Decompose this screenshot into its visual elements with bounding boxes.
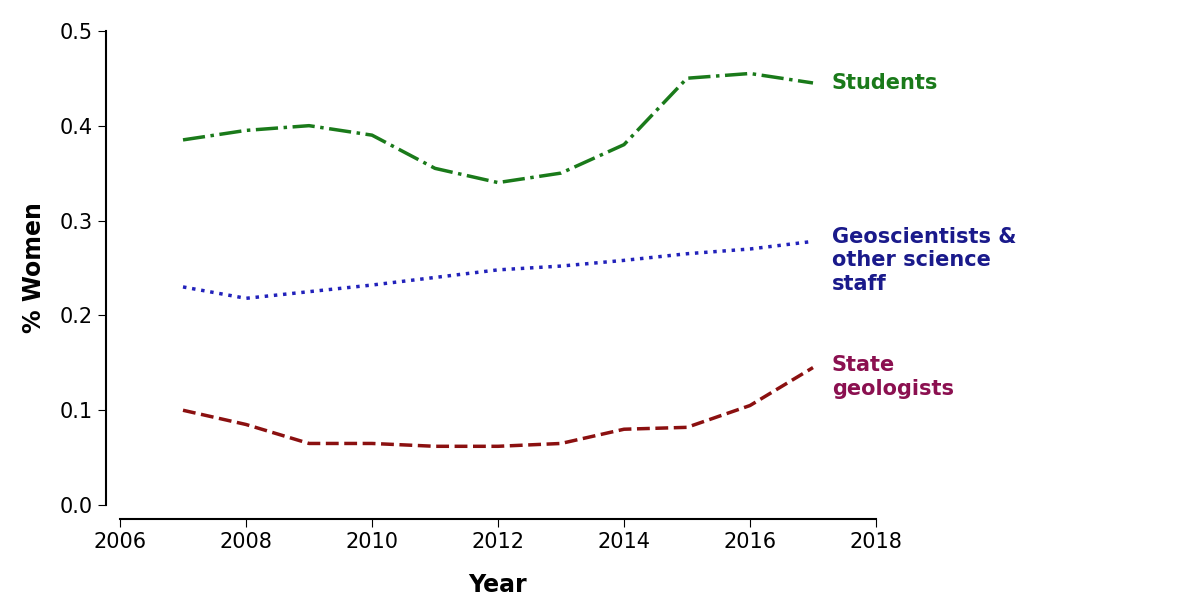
X-axis label: Year: Year: [469, 573, 527, 597]
Text: State
geologists: State geologists: [832, 355, 954, 399]
Text: Geoscientists &
other science
staff: Geoscientists & other science staff: [832, 227, 1016, 294]
Text: Students: Students: [832, 73, 938, 93]
Y-axis label: % Women: % Women: [22, 203, 46, 333]
